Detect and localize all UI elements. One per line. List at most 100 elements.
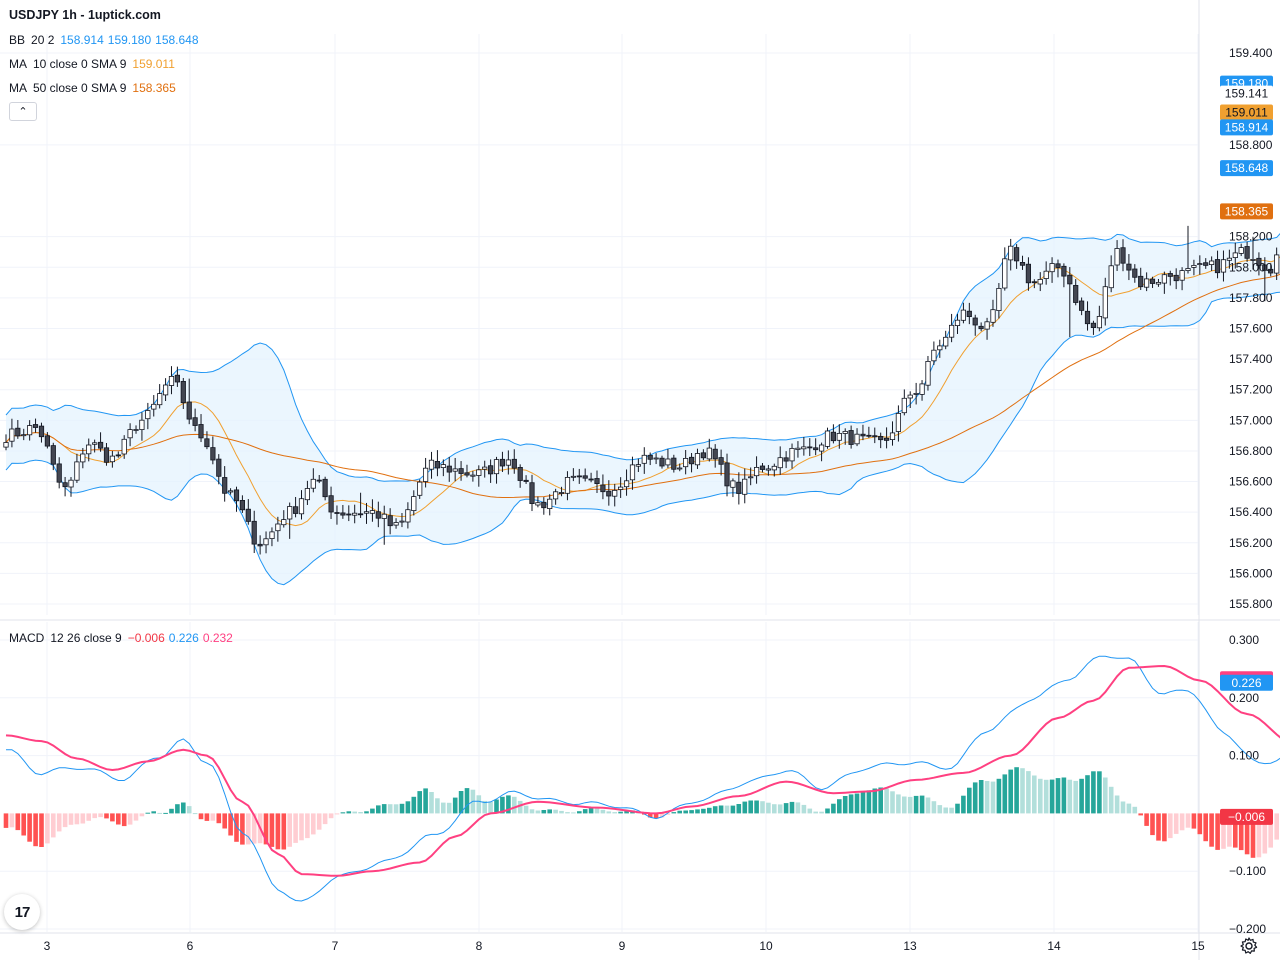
- histogram-bar: [1079, 778, 1084, 814]
- histogram-bar: [730, 805, 736, 814]
- candle: [387, 515, 393, 527]
- histogram-bar: [27, 813, 32, 842]
- histogram-bar: [937, 805, 943, 814]
- candle: [813, 447, 819, 451]
- candle: [641, 454, 647, 464]
- candle: [523, 479, 529, 482]
- histogram-bar: [1103, 777, 1108, 814]
- macd-histogram: [3, 767, 1279, 858]
- candle: [553, 491, 559, 500]
- histogram-bar: [990, 781, 996, 814]
- histogram-bar: [204, 813, 210, 821]
- candle: [783, 457, 789, 462]
- candle: [15, 427, 21, 437]
- histogram-bar: [316, 813, 322, 830]
- grid-lines: [0, 34, 1199, 932]
- candle: [978, 325, 984, 330]
- candle: [263, 538, 269, 546]
- candle: [671, 457, 677, 470]
- histogram-bar: [972, 782, 978, 814]
- candle: [322, 478, 328, 498]
- time-axis: 3 6 7 8 9 10 13 14 15: [44, 939, 1205, 953]
- candle: [375, 511, 381, 519]
- candle: [570, 475, 577, 478]
- histogram-bar: [364, 811, 369, 814]
- legend-bb: BB 20 2 158.914 159.180 158.648: [9, 33, 203, 47]
- candle: [854, 433, 860, 445]
- candle: [1067, 274, 1073, 285]
- candle: [878, 435, 884, 441]
- histogram-bar: [186, 806, 192, 814]
- histogram-bar: [600, 809, 606, 814]
- histogram-bar: [653, 813, 659, 819]
- histogram-bar: [1203, 813, 1208, 842]
- histogram-bar: [961, 795, 966, 814]
- histogram-bar: [269, 813, 275, 847]
- histogram-bar: [1256, 813, 1262, 858]
- candle: [257, 543, 263, 547]
- histogram-bar: [854, 793, 860, 814]
- histogram-bar: [1262, 813, 1268, 854]
- histogram-bar: [1274, 813, 1279, 840]
- histogram-bar: [145, 812, 151, 814]
- histogram-bar: [1197, 813, 1203, 835]
- histogram-bar: [967, 787, 972, 814]
- histogram-bar: [334, 813, 340, 815]
- histogram-bar: [1173, 813, 1179, 834]
- time-tick-label: 3: [44, 939, 51, 953]
- histogram-bar: [458, 791, 464, 814]
- gear-icon[interactable]: [1239, 936, 1259, 956]
- candle: [689, 456, 695, 465]
- collapse-legend-button[interactable]: ⌃: [9, 102, 37, 121]
- price-tick-label: 156.200: [1229, 536, 1273, 550]
- histogram-bar: [181, 802, 186, 814]
- histogram-bar: [1002, 774, 1008, 814]
- candle: [233, 489, 240, 502]
- histogram-bar: [387, 804, 393, 814]
- histogram-bar: [1144, 813, 1149, 826]
- price-tick-label: 157.400: [1229, 352, 1273, 366]
- time-tick-label: 8: [476, 939, 483, 953]
- histogram-bar: [216, 813, 222, 824]
- legend-macd: MACD 12 26 close 9 −0.006 0.226 0.232: [9, 631, 237, 645]
- histogram-bar: [139, 813, 145, 817]
- price-tick-label: 158.000: [1229, 260, 1273, 274]
- histogram-bar: [86, 813, 91, 821]
- legend-ma10-label: MA: [9, 57, 27, 71]
- candle: [612, 489, 618, 497]
- candle: [98, 441, 104, 449]
- candle: [133, 429, 139, 431]
- candle: [1185, 268, 1191, 271]
- histogram-bar: [98, 813, 103, 818]
- histogram-bar: [1097, 771, 1102, 814]
- histogram-bar: [565, 812, 570, 814]
- chart-title: USDJPY 1h - 1uptick.com: [9, 8, 161, 22]
- candle: [677, 467, 683, 470]
- candle: [3, 442, 9, 448]
- histogram-bar: [157, 812, 162, 814]
- price-tick-label: 159.400: [1229, 46, 1273, 60]
- candle: [925, 360, 931, 386]
- candle: [594, 478, 600, 484]
- candle: [547, 498, 553, 510]
- candle: [1037, 278, 1043, 285]
- chevron-up-icon: ⌃: [18, 106, 28, 118]
- legend-macd-params: 12 26 close 9: [50, 631, 122, 645]
- histogram-bar: [996, 778, 1002, 814]
- candle: [493, 459, 500, 475]
- histogram-bar: [577, 811, 582, 814]
- histogram-bar: [15, 813, 21, 831]
- candle: [848, 430, 854, 445]
- candle: [50, 445, 56, 465]
- candle: [62, 482, 68, 488]
- candle: [1120, 247, 1126, 264]
- candle: [836, 432, 842, 441]
- histogram-bar: [1026, 771, 1031, 814]
- histogram-bar: [884, 788, 889, 814]
- histogram-bar: [618, 811, 623, 814]
- histogram-bar: [1120, 801, 1126, 814]
- tradingview-logo-icon[interactable]: 17: [4, 894, 40, 930]
- candle: [842, 430, 848, 434]
- price-tick-label: 156.600: [1229, 475, 1273, 489]
